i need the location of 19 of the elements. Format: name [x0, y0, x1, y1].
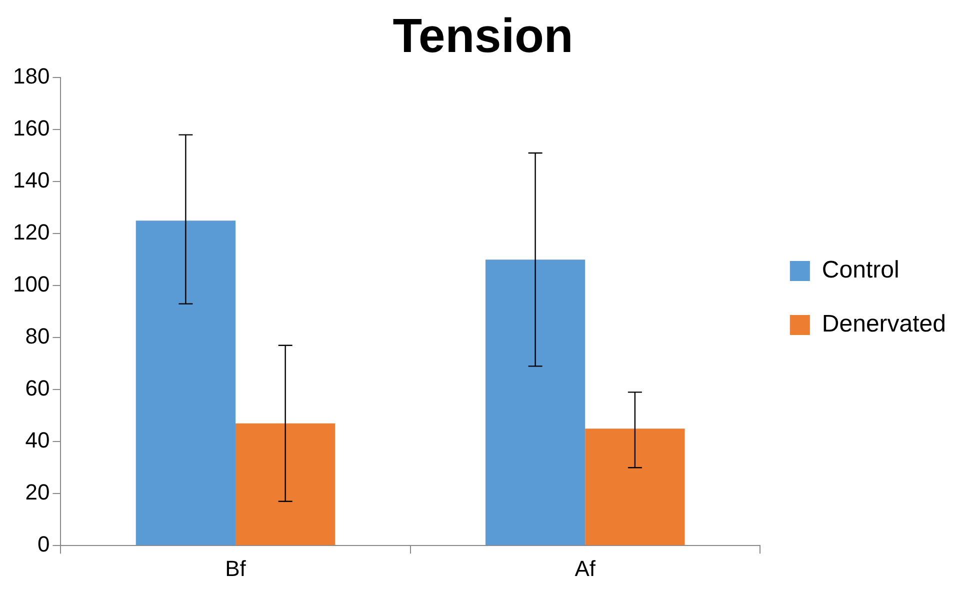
- y-tick-label: 160: [12, 116, 50, 141]
- y-tick-label: 140: [12, 168, 50, 193]
- x-tick-label: Af: [574, 556, 596, 581]
- bar: [136, 220, 236, 546]
- legend-label: Denervated: [822, 310, 946, 338]
- y-tick-label: 0: [37, 532, 50, 557]
- bar: [585, 428, 685, 546]
- x-tick-label: Bf: [225, 556, 247, 581]
- y-tick-label: 100: [12, 272, 50, 297]
- y-tick-label: 180: [12, 64, 50, 89]
- y-tick-label: 60: [25, 376, 50, 401]
- y-tick-label: 20: [25, 480, 50, 505]
- y-tick-label: 80: [25, 324, 50, 349]
- bar: [236, 423, 336, 546]
- chart-title: Tension: [392, 10, 574, 64]
- legend-label: Control: [822, 256, 900, 284]
- y-tick-label: 120: [12, 220, 50, 245]
- y-tick-label: 40: [25, 428, 50, 453]
- bar: [485, 260, 586, 546]
